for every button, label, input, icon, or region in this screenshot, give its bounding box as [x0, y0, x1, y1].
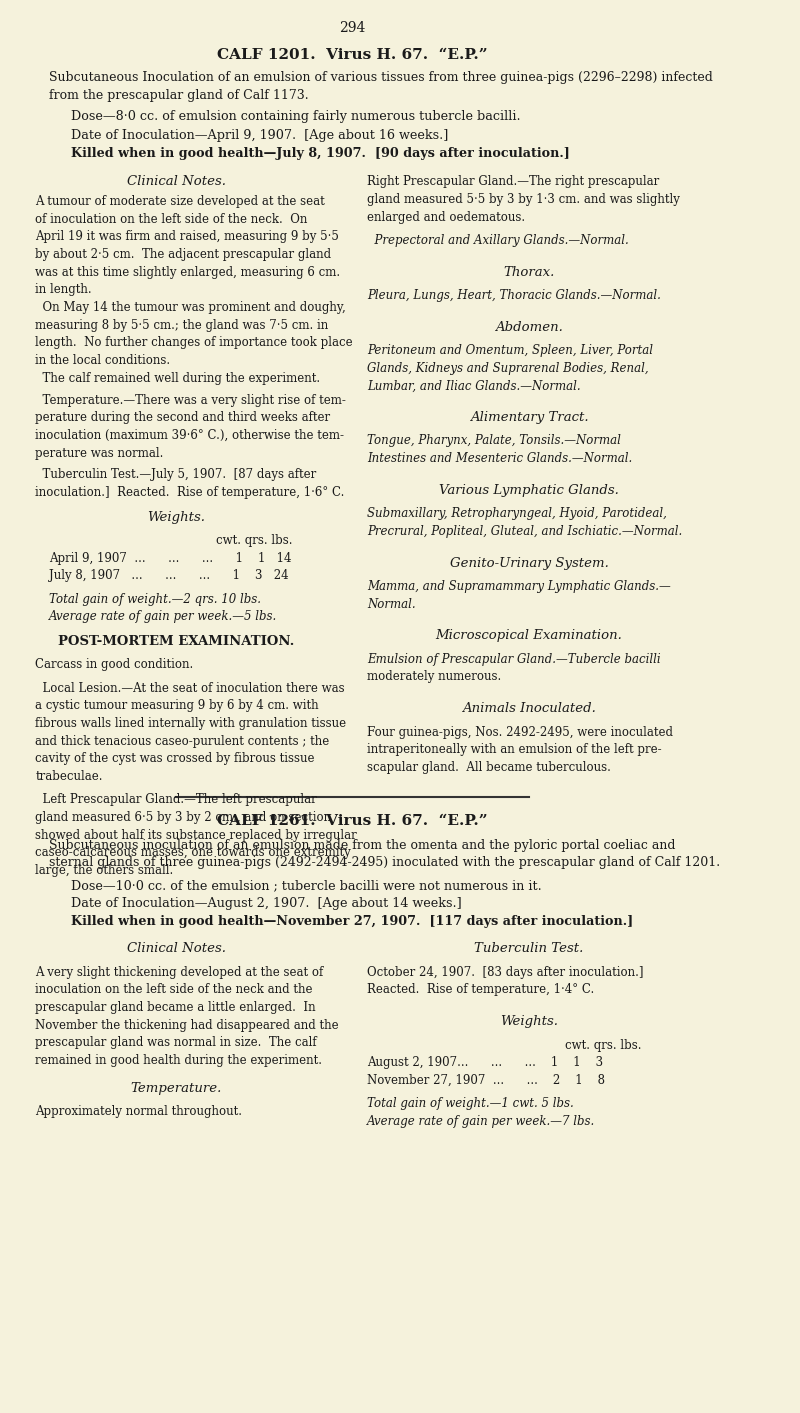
Text: and thick tenacious caseo-purulent contents ; the: and thick tenacious caseo-purulent conte… — [35, 735, 330, 747]
Text: by about 2·5 cm.  The adjacent prescapular gland: by about 2·5 cm. The adjacent prescapula… — [35, 249, 331, 261]
Text: 294: 294 — [339, 21, 366, 35]
Text: Various Lymphatic Glands.: Various Lymphatic Glands. — [439, 483, 619, 497]
Text: cavity of the cyst was crossed by fibrous tissue: cavity of the cyst was crossed by fibrou… — [35, 752, 314, 766]
Text: Submaxillary, Retropharyngeal, Hyoid, Parotideal,: Submaxillary, Retropharyngeal, Hyoid, Pa… — [367, 507, 666, 520]
Text: July 8, 1907   ...      ...      ...      1    3   24: July 8, 1907 ... ... ... 1 3 24 — [50, 569, 289, 582]
Text: Clinical Notes.: Clinical Notes. — [127, 942, 226, 955]
Text: Four guinea-pigs, Nos. 2492-2495, were inoculated: Four guinea-pigs, Nos. 2492-2495, were i… — [367, 725, 673, 739]
Text: measuring 8 by 5·5 cm.; the gland was 7·5 cm. in: measuring 8 by 5·5 cm.; the gland was 7·… — [35, 318, 329, 332]
Text: POST-MORTEM EXAMINATION.: POST-MORTEM EXAMINATION. — [58, 634, 294, 649]
Text: Microscopical Examination.: Microscopical Examination. — [436, 629, 622, 643]
Text: cwt. qrs. lbs.: cwt. qrs. lbs. — [216, 534, 292, 547]
Text: Subcutaneous Inoculation of an emulsion of various tissues from three guinea-pig: Subcutaneous Inoculation of an emulsion … — [50, 71, 714, 83]
Text: Carcass in good condition.: Carcass in good condition. — [35, 658, 194, 671]
Text: scapular gland.  All became tuberculous.: scapular gland. All became tuberculous. — [367, 760, 610, 774]
Text: in length.: in length. — [35, 283, 92, 297]
Text: Tuberculin Test.—July 5, 1907.  [87 days after: Tuberculin Test.—July 5, 1907. [87 days … — [35, 468, 317, 482]
Text: November 27, 1907  ...      ...    2    1    8: November 27, 1907 ... ... 2 1 8 — [367, 1074, 605, 1087]
Text: intraperitoneally with an emulsion of the left pre-: intraperitoneally with an emulsion of th… — [367, 743, 662, 756]
Text: Average rate of gain per week.—7 lbs.: Average rate of gain per week.—7 lbs. — [367, 1115, 595, 1128]
Text: of inoculation on the left side of the neck.  On: of inoculation on the left side of the n… — [35, 212, 308, 226]
Text: Lumbar, and Iliac Glands.—Normal.: Lumbar, and Iliac Glands.—Normal. — [367, 379, 581, 393]
Text: large, the others small.: large, the others small. — [35, 863, 174, 877]
Text: Alimentary Tract.: Alimentary Tract. — [470, 411, 589, 424]
Text: moderately numerous.: moderately numerous. — [367, 670, 501, 684]
Text: Total gain of weight.—2 qrs. 10 lbs.: Total gain of weight.—2 qrs. 10 lbs. — [50, 592, 262, 606]
Text: Emulsion of Prescapular Gland.—Tubercle bacilli: Emulsion of Prescapular Gland.—Tubercle … — [367, 653, 661, 666]
Text: remained in good health during the experiment.: remained in good health during the exper… — [35, 1054, 322, 1067]
Text: perature was normal.: perature was normal. — [35, 447, 164, 459]
Text: A tumour of moderate size developed at the seat: A tumour of moderate size developed at t… — [35, 195, 325, 208]
Text: inoculation (maximum 39·6° C.), otherwise the tem-: inoculation (maximum 39·6° C.), otherwis… — [35, 428, 344, 442]
Text: November the thickening had disappeared and the: November the thickening had disappeared … — [35, 1019, 339, 1031]
Text: Approximately normal throughout.: Approximately normal throughout. — [35, 1105, 242, 1118]
Text: Normal.: Normal. — [367, 598, 415, 610]
Text: Temperature.: Temperature. — [130, 1082, 222, 1095]
Text: CALF 1261.  Virus H. 67.  “E.P.”: CALF 1261. Virus H. 67. “E.P.” — [218, 814, 488, 828]
Text: from the prescapular gland of Calf 1173.: from the prescapular gland of Calf 1173. — [50, 89, 309, 102]
Text: caseo-calcareous masses, one towards one extremity: caseo-calcareous masses, one towards one… — [35, 846, 351, 859]
Text: Right Prescapular Gland.—The right prescapular: Right Prescapular Gland.—The right presc… — [367, 175, 659, 188]
Text: Glands, Kidneys and Suprarenal Bodies, Renal,: Glands, Kidneys and Suprarenal Bodies, R… — [367, 362, 649, 374]
Text: On May 14 the tumour was prominent and doughy,: On May 14 the tumour was prominent and d… — [35, 301, 346, 314]
Text: fibrous walls lined internally with granulation tissue: fibrous walls lined internally with gran… — [35, 716, 346, 731]
Text: prescapular gland became a little enlarged.  In: prescapular gland became a little enlarg… — [35, 1002, 316, 1015]
Text: Abdomen.: Abdomen. — [495, 321, 563, 333]
Text: Precrural, Popliteal, Gluteal, and Ischiatic.—Normal.: Precrural, Popliteal, Gluteal, and Ischi… — [367, 524, 682, 538]
Text: August 2, 1907...      ...      ...    1    1    3: August 2, 1907... ... ... 1 1 3 — [367, 1057, 603, 1070]
Text: showed about half its substance replaced by irregular: showed about half its substance replaced… — [35, 828, 357, 842]
Text: gland measured 6·5 by 3 by 2 cm., and on section: gland measured 6·5 by 3 by 2 cm., and on… — [35, 811, 331, 824]
Text: a cystic tumour measuring 9 by 6 by 4 cm. with: a cystic tumour measuring 9 by 6 by 4 cm… — [35, 699, 319, 712]
Text: Prepectoral and Axillary Glands.—Normal.: Prepectoral and Axillary Glands.—Normal. — [367, 233, 629, 247]
Text: Left Prescapular Gland.—The left prescapular: Left Prescapular Gland.—The left prescap… — [35, 793, 317, 807]
Text: Weights.: Weights. — [500, 1016, 558, 1029]
Text: Local Lesion.—At the seat of inoculation there was: Local Lesion.—At the seat of inoculation… — [35, 681, 345, 695]
Text: Genito-Urinary System.: Genito-Urinary System. — [450, 557, 609, 569]
Text: perature during the second and third weeks after: perature during the second and third wee… — [35, 411, 330, 424]
Text: was at this time slightly enlarged, measuring 6 cm.: was at this time slightly enlarged, meas… — [35, 266, 340, 278]
Text: Temperature.—There was a very slight rise of tem-: Temperature.—There was a very slight ris… — [35, 393, 346, 407]
Text: April 9, 1907  ...      ...      ...      1    1   14: April 9, 1907 ... ... ... 1 1 14 — [50, 551, 292, 565]
Text: sternal glands of three guinea-pigs (2492-2494-2495) inoculated with the prescap: sternal glands of three guinea-pigs (249… — [50, 856, 721, 869]
Text: Dose—8·0 cc. of emulsion containing fairly numerous tubercle bacilli.: Dose—8·0 cc. of emulsion containing fair… — [70, 110, 520, 123]
Text: Peritoneum and Omentum, Spleen, Liver, Portal: Peritoneum and Omentum, Spleen, Liver, P… — [367, 343, 653, 357]
Text: inoculation on the left side of the neck and the: inoculation on the left side of the neck… — [35, 983, 313, 996]
Text: Date of Inoculation—August 2, 1907.  [Age about 14 weeks.]: Date of Inoculation—August 2, 1907. [Age… — [70, 897, 462, 910]
Text: Thorax.: Thorax. — [503, 266, 554, 278]
Text: Mamma, and Supramammary Lymphatic Glands.—: Mamma, and Supramammary Lymphatic Glands… — [367, 579, 670, 593]
Text: Average rate of gain per week.—5 lbs.: Average rate of gain per week.—5 lbs. — [50, 610, 278, 623]
Text: Reacted.  Rise of temperature, 1·4° C.: Reacted. Rise of temperature, 1·4° C. — [367, 983, 594, 996]
Text: Tongue, Pharynx, Palate, Tonsils.—Normal: Tongue, Pharynx, Palate, Tonsils.—Normal — [367, 434, 621, 448]
Text: Intestines and Mesenteric Glands.—Normal.: Intestines and Mesenteric Glands.—Normal… — [367, 452, 632, 465]
Text: Date of Inoculation—April 9, 1907.  [Age about 16 weeks.]: Date of Inoculation—April 9, 1907. [Age … — [70, 129, 448, 141]
Text: prescapular gland was normal in size.  The calf: prescapular gland was normal in size. Th… — [35, 1037, 317, 1050]
Text: Animals Inoculated.: Animals Inoculated. — [462, 702, 596, 715]
Text: cwt. qrs. lbs.: cwt. qrs. lbs. — [565, 1039, 642, 1051]
Text: Total gain of weight.—1 cwt. 5 lbs.: Total gain of weight.—1 cwt. 5 lbs. — [367, 1098, 574, 1111]
Text: inoculation.]  Reacted.  Rise of temperature, 1·6° C.: inoculation.] Reacted. Rise of temperatu… — [35, 486, 345, 499]
Text: April 19 it was firm and raised, measuring 9 by 5·5: April 19 it was firm and raised, measuri… — [35, 230, 339, 243]
Text: enlarged and oedematous.: enlarged and oedematous. — [367, 211, 525, 223]
Text: The calf remained well during the experiment.: The calf remained well during the experi… — [35, 372, 320, 384]
Text: Pleura, Lungs, Heart, Thoracic Glands.—Normal.: Pleura, Lungs, Heart, Thoracic Glands.—N… — [367, 288, 661, 302]
Text: Tuberculin Test.: Tuberculin Test. — [474, 942, 584, 955]
Text: Dose—10·0 cc. of the emulsion ; tubercle bacilli were not numerous in it.: Dose—10·0 cc. of the emulsion ; tubercle… — [70, 879, 542, 893]
Text: Weights.: Weights. — [147, 510, 206, 524]
Text: Clinical Notes.: Clinical Notes. — [127, 175, 226, 188]
Text: Killed when in good health—July 8, 1907.  [90 days after inoculation.]: Killed when in good health—July 8, 1907.… — [70, 147, 570, 160]
Text: length.  No further changes of importance took place: length. No further changes of importance… — [35, 336, 353, 349]
Text: in the local conditions.: in the local conditions. — [35, 353, 170, 367]
Text: CALF 1201.  Virus H. 67.  “E.P.”: CALF 1201. Virus H. 67. “E.P.” — [218, 48, 488, 62]
Text: gland measured 5·5 by 3 by 1·3 cm. and was slightly: gland measured 5·5 by 3 by 1·3 cm. and w… — [367, 194, 680, 206]
Text: October 24, 1907.  [83 days after inoculation.]: October 24, 1907. [83 days after inocula… — [367, 966, 643, 979]
Text: A very slight thickening developed at the seat of: A very slight thickening developed at th… — [35, 966, 323, 979]
Text: Killed when in good health—November 27, 1907.  [117 days after inoculation.]: Killed when in good health—November 27, … — [70, 916, 633, 928]
Text: Subcutaneous inoculation of an emulsion made from the omenta and the pyloric por: Subcutaneous inoculation of an emulsion … — [50, 839, 676, 852]
Text: trabeculae.: trabeculae. — [35, 770, 102, 783]
